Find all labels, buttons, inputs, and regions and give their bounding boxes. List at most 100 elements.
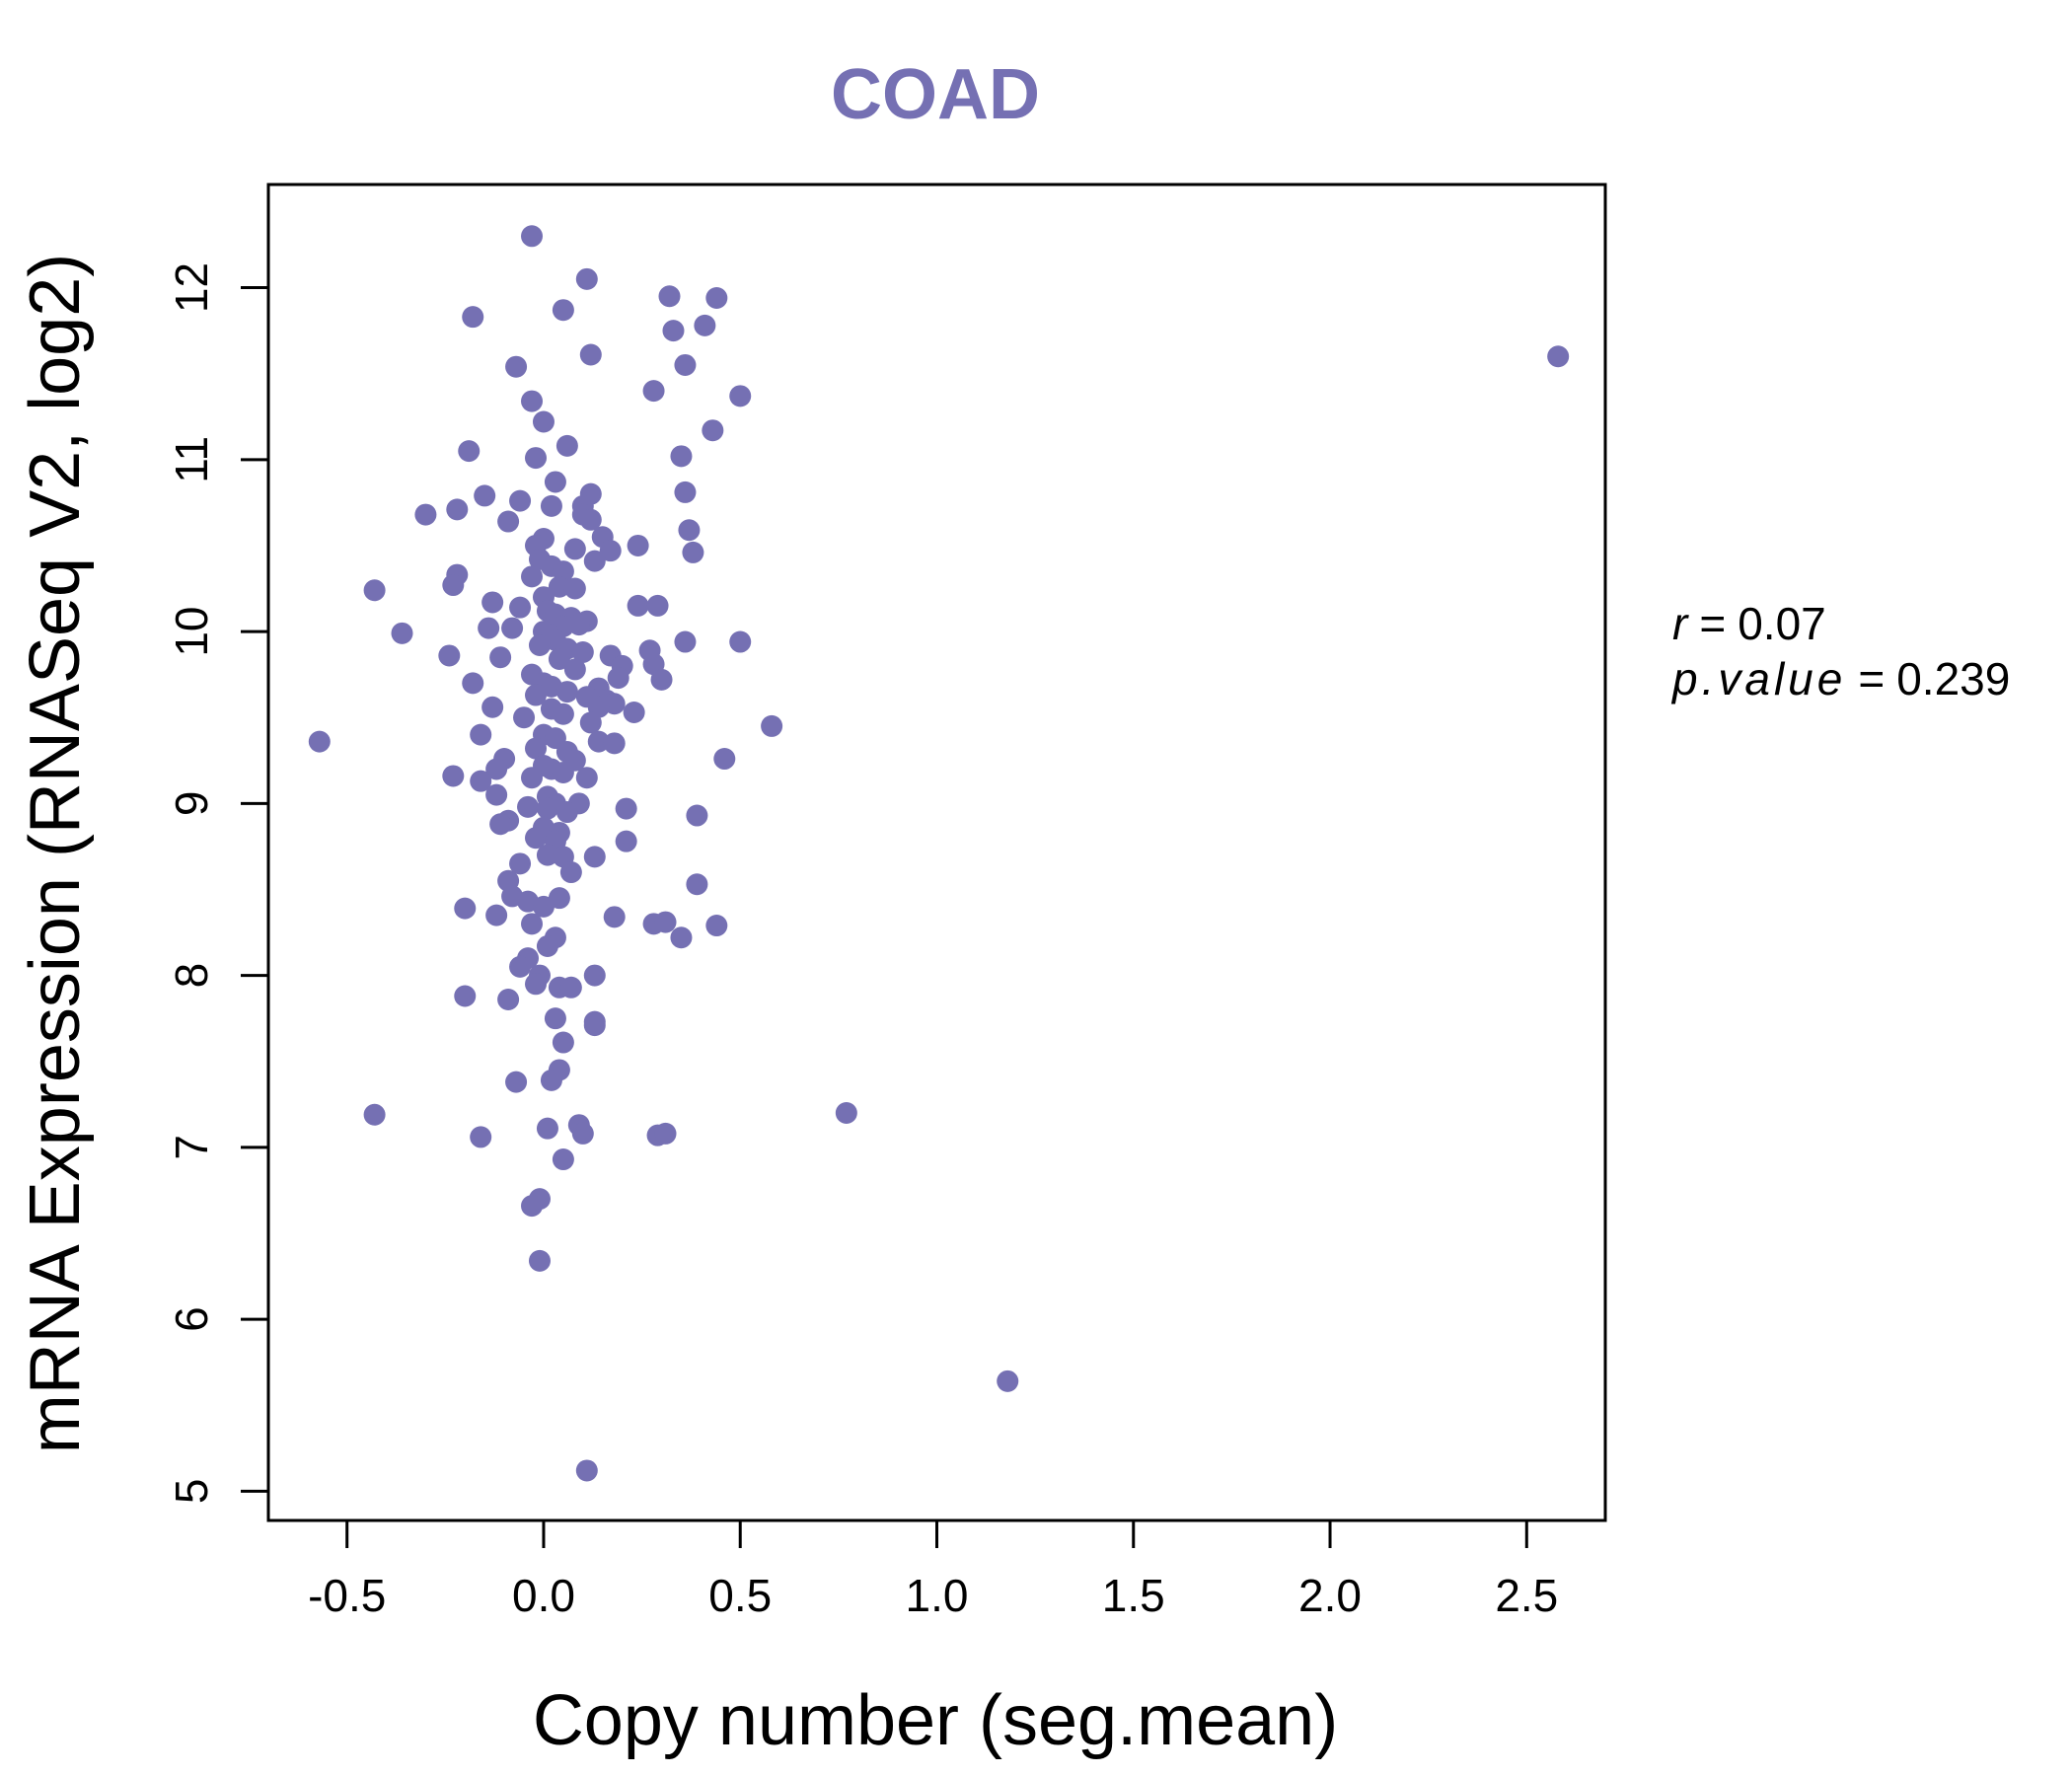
p-eq: = [1858,653,1885,704]
data-point [548,575,570,598]
data-point [391,622,413,644]
data-point [713,748,736,771]
data-point [438,644,461,667]
data-point [654,1122,677,1145]
data-point [485,758,508,780]
y-tick-label: 11 [166,436,217,483]
data-point [485,783,508,806]
data-point [528,634,551,657]
data-point [658,285,681,308]
data-point [458,440,481,463]
data-point [481,591,504,614]
data-point [363,579,386,602]
x-tick-label: 2.0 [1298,1570,1362,1621]
data-point [571,640,594,663]
data-point [705,287,728,310]
data-point [555,801,578,824]
data-point [525,684,547,706]
data-point [528,1249,551,1272]
scatter-points [308,225,1570,1482]
data-point [694,314,716,336]
data-point [702,419,724,442]
data-point [497,510,520,533]
data-point [686,873,708,896]
data-point [525,827,547,850]
data-point [623,701,645,723]
data-point [532,895,555,918]
data-point [1547,345,1570,368]
data-point [603,732,626,755]
data-point [485,904,508,926]
data-point [662,320,685,342]
data-point [555,434,578,457]
data-point [548,647,570,670]
data-point [552,703,574,725]
data-point [674,630,697,653]
data-point [505,1071,528,1093]
x-tick-label: -0.5 [308,1570,386,1621]
data-point [729,385,752,407]
data-point [650,668,673,691]
data-point [470,1126,492,1148]
data-point [599,540,622,562]
data-point [540,494,562,517]
y-tick-label: 8 [166,963,217,989]
r-annotation: r = 0.07 [1672,598,1826,649]
r-eq: = [1699,598,1726,649]
data-point [552,1031,574,1054]
data-point [559,976,582,999]
data-point [446,498,469,521]
data-point [470,770,492,792]
data-point [501,617,524,639]
y-tick-label: 6 [166,1306,217,1332]
data-point [536,934,558,957]
data-point [607,667,629,690]
data-point [583,1014,606,1037]
data-point [525,973,547,996]
data-point [705,915,728,937]
data-point [761,714,783,737]
data-point [414,503,437,526]
data-point [454,985,477,1007]
r-value: 0.07 [1738,598,1826,649]
data-point [670,926,693,949]
data-point [583,846,606,868]
data-point [521,913,544,935]
data-point [509,596,532,619]
data-point [603,906,626,928]
y-tick-label: 9 [166,791,217,817]
data-point [583,550,606,572]
data-point [536,1117,558,1140]
data-point [615,797,637,820]
data-point [563,577,586,600]
data-point [505,355,528,378]
data-point [536,844,558,866]
data-point [462,672,484,695]
data-point [521,225,544,248]
r-label: r [1672,598,1689,649]
x-tick-label: 0.0 [512,1570,575,1621]
data-point [552,761,574,783]
data-point [563,658,586,681]
data-point [670,445,693,468]
data-point [571,1122,594,1145]
data-point [513,706,536,729]
x-tick-label: 1.5 [1102,1570,1165,1621]
data-point [583,964,606,987]
data-point [835,1102,857,1125]
data-point [497,988,520,1010]
p-annotation: p.value = 0.239 [1670,653,2010,704]
data-point [552,1148,574,1171]
data-point [525,447,547,470]
data-point [509,852,532,875]
data-point [462,306,484,329]
data-point [363,1103,386,1126]
p-label: p.value [1670,653,1846,704]
data-point [474,484,496,507]
data-point [442,765,465,787]
y-tick-label: 7 [166,1135,217,1160]
data-point [575,767,598,789]
data-point [308,730,331,753]
data-point [682,541,704,563]
data-point [481,696,504,718]
